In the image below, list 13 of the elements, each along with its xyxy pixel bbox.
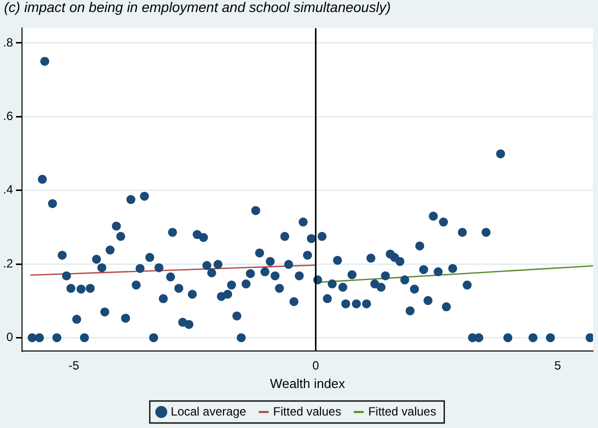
legend-label: Fitted values xyxy=(273,404,342,418)
legend-label: Fitted values xyxy=(368,404,436,418)
y-tick-label: .8 xyxy=(2,35,14,50)
legend-label: Local average xyxy=(170,404,246,418)
x-tick-label: 0 xyxy=(312,358,320,373)
x-tick-label: -5 xyxy=(68,358,80,373)
y-tick-label: 0 xyxy=(6,330,14,344)
y-tick-label: .6 xyxy=(2,108,14,123)
y-tick-label: .2 xyxy=(2,256,14,270)
x-axis-title: Wealth index xyxy=(270,376,346,391)
x-tick-label: 5 xyxy=(554,358,562,373)
y-tick-label: .4 xyxy=(2,182,14,197)
chart-title: (c) impact on being in employment and school simultaneously) xyxy=(3,0,392,17)
